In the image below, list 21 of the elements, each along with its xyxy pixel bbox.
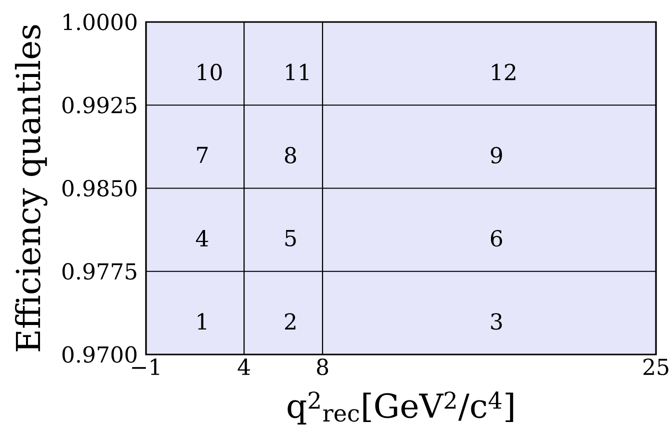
annotation: 3: [491, 313, 502, 330]
annotation: 2: [285, 313, 296, 330]
y-tick-label: 0.9850: [62, 180, 136, 197]
x-tick-label: 8: [317, 358, 328, 376]
x-tick-label: 4: [238, 358, 250, 375]
y-axis-title: Efficiency quantiles: [14, 25, 48, 352]
annotation: 7: [197, 146, 208, 163]
annotation: 11: [286, 64, 308, 80]
annotation: 4: [196, 230, 208, 246]
annotation: 8: [284, 146, 296, 164]
annotation: 6: [490, 230, 502, 247]
y-tick-label: 0.9775: [62, 263, 136, 280]
y-tick-label: 0.9925: [62, 96, 136, 114]
x-tick-label: 25: [644, 358, 668, 376]
annotation: 5: [285, 230, 296, 246]
annotation: 1: [198, 313, 206, 330]
x-axis-title: q$^{2}$$_{rec}$[GeV$^{2}$/c$^{4}$]: [288, 392, 514, 425]
y-tick-label: 1.0000: [64, 14, 136, 30]
annotation: 9: [490, 146, 502, 164]
annotation: 12: [492, 64, 516, 80]
annotation: 10: [198, 64, 222, 80]
